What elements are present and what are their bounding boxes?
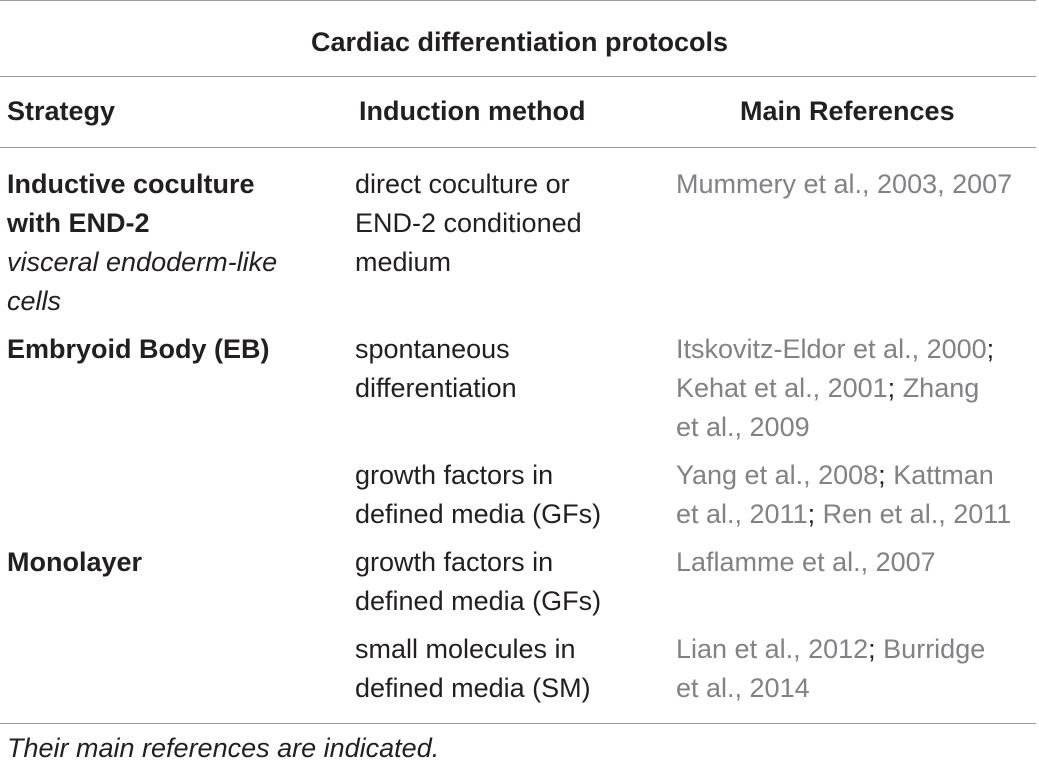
strategy-name: Monolayer bbox=[7, 547, 143, 577]
reference-line: Lian et al., 2012; Burridge bbox=[676, 630, 985, 669]
reference-separator: ; bbox=[878, 460, 894, 490]
reference-citation: Mummery et al., 2003, 2007 bbox=[676, 169, 1013, 199]
induction-method-text: differentiation bbox=[355, 373, 517, 403]
strategy-name: Embryoid Body (EB) bbox=[7, 334, 270, 364]
header-rule bbox=[0, 147, 1036, 148]
reference-citation: Itskovitz-Eldor et al., 2000 bbox=[676, 334, 987, 364]
reference-line: et al., 2011; Ren et al., 2011 bbox=[676, 495, 1011, 534]
reference-citation: et al., 2009 bbox=[676, 412, 810, 442]
induction-method-text: defined media (GFs) bbox=[355, 499, 602, 529]
reference-citation: Kattman bbox=[893, 460, 994, 490]
reference-citation: Kehat et al., 2001 bbox=[676, 373, 888, 403]
induction-method-text: END-2 conditioned bbox=[355, 208, 582, 238]
strategy-subtitle: cells bbox=[7, 286, 62, 316]
bottom-rule bbox=[0, 723, 1036, 724]
strategy-name: with END-2 bbox=[7, 208, 150, 238]
title-rule bbox=[0, 76, 1036, 77]
induction-method-text: direct coculture or bbox=[355, 169, 570, 199]
induction-method-text: spontaneous bbox=[355, 334, 510, 364]
table-title: Cardiac differentiation protocols bbox=[310, 27, 729, 57]
reference-line: Laflamme et al., 2007 bbox=[676, 543, 936, 582]
induction-method-text: defined media (SM) bbox=[355, 673, 591, 703]
strategy-name: Inductive coculture bbox=[7, 169, 255, 199]
reference-citation: Laflamme et al., 2007 bbox=[676, 547, 936, 577]
induction-method-text: small molecules in bbox=[355, 634, 576, 664]
reference-line: et al., 2014 bbox=[676, 669, 810, 708]
reference-line: Mummery et al., 2003, 2007 bbox=[676, 165, 1012, 204]
header-induction-method: Induction method bbox=[359, 96, 586, 126]
reference-citation: Lian et al., 2012 bbox=[676, 634, 869, 664]
reference-citation: Zhang bbox=[902, 373, 980, 403]
reference-citation: Burridge bbox=[883, 634, 986, 664]
reference-line: Kehat et al., 2001; Zhang bbox=[676, 369, 979, 408]
table-footnote: Their main references are indicated. bbox=[7, 733, 440, 763]
reference-line: Itskovitz-Eldor et al., 2000; bbox=[676, 330, 994, 369]
reference-separator: ; bbox=[868, 634, 884, 664]
induction-method-text: medium bbox=[355, 247, 452, 277]
induction-method-text: growth factors in bbox=[355, 547, 554, 577]
reference-separator: ; bbox=[887, 373, 903, 403]
reference-separator: ; bbox=[986, 334, 995, 364]
reference-line: Yang et al., 2008; Kattman bbox=[676, 456, 994, 495]
reference-citation: Ren et al., 2011 bbox=[822, 499, 1012, 529]
reference-citation: et al., 2014 bbox=[676, 673, 810, 703]
reference-citation: Yang et al., 2008 bbox=[676, 460, 879, 490]
reference-line: et al., 2009 bbox=[676, 408, 810, 447]
header-main-references: Main References bbox=[740, 96, 955, 126]
induction-method-text: growth factors in bbox=[355, 460, 554, 490]
reference-separator: ; bbox=[807, 499, 823, 529]
header-strategy: Strategy bbox=[7, 96, 116, 126]
reference-citation: et al., 2011 bbox=[676, 499, 808, 529]
top-rule bbox=[0, 0, 1036, 1]
induction-method-text: defined media (GFs) bbox=[355, 586, 602, 616]
strategy-subtitle: visceral endoderm-like bbox=[7, 247, 278, 277]
